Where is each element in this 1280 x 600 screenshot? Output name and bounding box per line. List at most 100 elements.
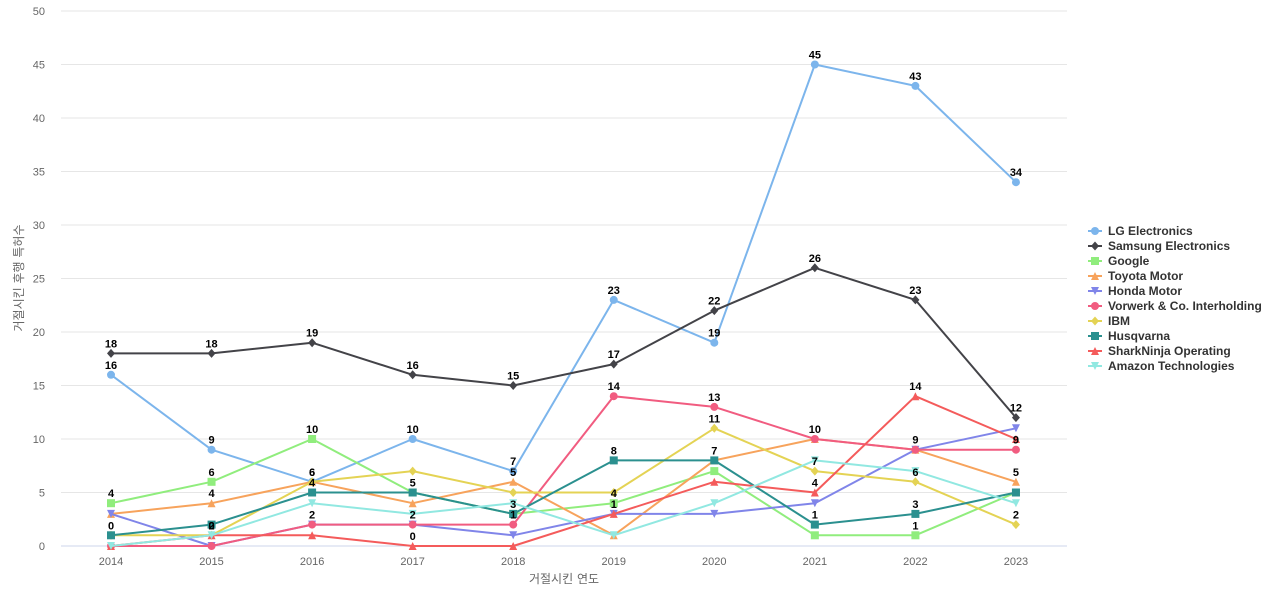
legend-item[interactable]: IBM xyxy=(1088,314,1130,328)
data-point xyxy=(911,392,920,401)
data-label: 19 xyxy=(306,328,318,340)
data-point xyxy=(810,488,819,497)
data-label: 1 xyxy=(611,499,617,511)
data-label: 6 xyxy=(309,467,315,479)
y-tick-label: 30 xyxy=(33,220,45,232)
data-point xyxy=(408,542,417,550)
data-point xyxy=(810,263,819,273)
series-line xyxy=(110,63,1017,483)
series-line xyxy=(110,459,1017,547)
data-label: 11 xyxy=(708,413,720,425)
data-label: 22 xyxy=(708,296,720,308)
legend-item[interactable]: Google xyxy=(1088,254,1150,268)
x-tick-label: 2018 xyxy=(501,556,525,568)
data-point xyxy=(408,499,417,508)
data-point xyxy=(107,348,115,358)
data-label: 45 xyxy=(809,50,821,62)
y-tick-label: 40 xyxy=(33,113,45,125)
data-label: 6 xyxy=(912,467,918,479)
data-point xyxy=(408,435,417,443)
data-label: 15 xyxy=(507,371,519,383)
y-tick-label: 35 xyxy=(33,167,45,179)
data-point xyxy=(509,477,518,486)
data-point xyxy=(308,477,317,487)
legend-item[interactable]: Honda Motor xyxy=(1088,284,1182,298)
data-point xyxy=(810,435,819,443)
data-label: 10 xyxy=(809,424,821,436)
data-point xyxy=(207,520,216,529)
data-point xyxy=(609,488,618,497)
x-axis-ticks: 2014 2015 2016 2017 2018 2019 2020 2021 2022 2023 xyxy=(99,556,1028,568)
data-point xyxy=(107,370,115,379)
data-point xyxy=(207,348,216,358)
data-point xyxy=(509,520,518,529)
data-point xyxy=(609,456,618,465)
data-point xyxy=(710,402,719,411)
legend-marker xyxy=(1091,316,1099,326)
data-label: 9 xyxy=(1013,435,1019,447)
data-point xyxy=(308,499,317,508)
legend-marker xyxy=(1091,302,1099,310)
data-point xyxy=(710,509,719,518)
data-point xyxy=(408,520,417,529)
data-label: 4 xyxy=(208,488,215,500)
data-point xyxy=(810,531,819,540)
data-point xyxy=(911,467,920,476)
data-point xyxy=(710,423,719,433)
data-label: 2 xyxy=(1013,510,1019,522)
legend-item[interactable]: Amazon Technologies xyxy=(1088,359,1235,373)
data-label: 12 xyxy=(1010,403,1022,415)
data-label: 1 xyxy=(812,510,818,522)
x-tick-label: 2023 xyxy=(1004,556,1028,568)
data-label: 18 xyxy=(205,338,217,350)
data-point xyxy=(107,499,115,508)
data-point xyxy=(911,295,920,305)
data-point xyxy=(308,488,317,497)
data-label: 3 xyxy=(510,499,516,511)
legend-item[interactable]: Samsung Electronics xyxy=(1088,239,1230,253)
data-point xyxy=(710,467,719,476)
legend-item[interactable]: Vorwerk & Co. Interholding xyxy=(1088,299,1262,313)
legend-label: Amazon Technologies xyxy=(1108,359,1235,373)
data-label: 14 xyxy=(608,381,621,393)
data-point xyxy=(911,445,920,454)
data-label: 43 xyxy=(909,71,921,83)
data-point xyxy=(107,531,115,540)
data-point xyxy=(207,542,216,550)
x-tick-label: 2015 xyxy=(199,556,223,568)
legend-item[interactable]: Husqvarna xyxy=(1088,329,1170,343)
data-label: 10 xyxy=(407,424,419,436)
series-7 xyxy=(107,423,1020,540)
data-label: 23 xyxy=(608,285,620,297)
data-point xyxy=(609,392,618,401)
legend-label: Samsung Electronics xyxy=(1108,239,1230,253)
data-label: 16 xyxy=(105,360,117,372)
data-point xyxy=(509,381,518,390)
data-label: 10 xyxy=(306,424,318,436)
data-point xyxy=(911,509,920,518)
data-label: 6 xyxy=(208,467,214,479)
x-tick-label: 2017 xyxy=(400,556,424,568)
data-point xyxy=(308,338,317,348)
data-label: 7 xyxy=(711,445,717,457)
y-tick-label: 0 xyxy=(39,541,45,553)
legend-item[interactable]: LG Electronics xyxy=(1088,224,1193,238)
data-point xyxy=(107,542,115,550)
data-point xyxy=(911,81,920,90)
legend-label: LG Electronics xyxy=(1108,224,1193,238)
data-point xyxy=(1011,413,1020,423)
data-label: 13 xyxy=(708,392,720,404)
y-tick-label: 20 xyxy=(33,327,45,339)
legend-item[interactable]: Toyota Motor xyxy=(1088,269,1183,283)
series-10 xyxy=(107,456,1020,550)
legend-marker xyxy=(1091,332,1099,340)
data-point xyxy=(609,295,618,304)
data-label: 2 xyxy=(208,520,214,532)
legend-item[interactable]: SharkNinja Operating xyxy=(1088,344,1231,358)
data-label: 23 xyxy=(909,285,921,297)
data-label: 3 xyxy=(912,499,918,511)
data-point xyxy=(1011,477,1020,486)
